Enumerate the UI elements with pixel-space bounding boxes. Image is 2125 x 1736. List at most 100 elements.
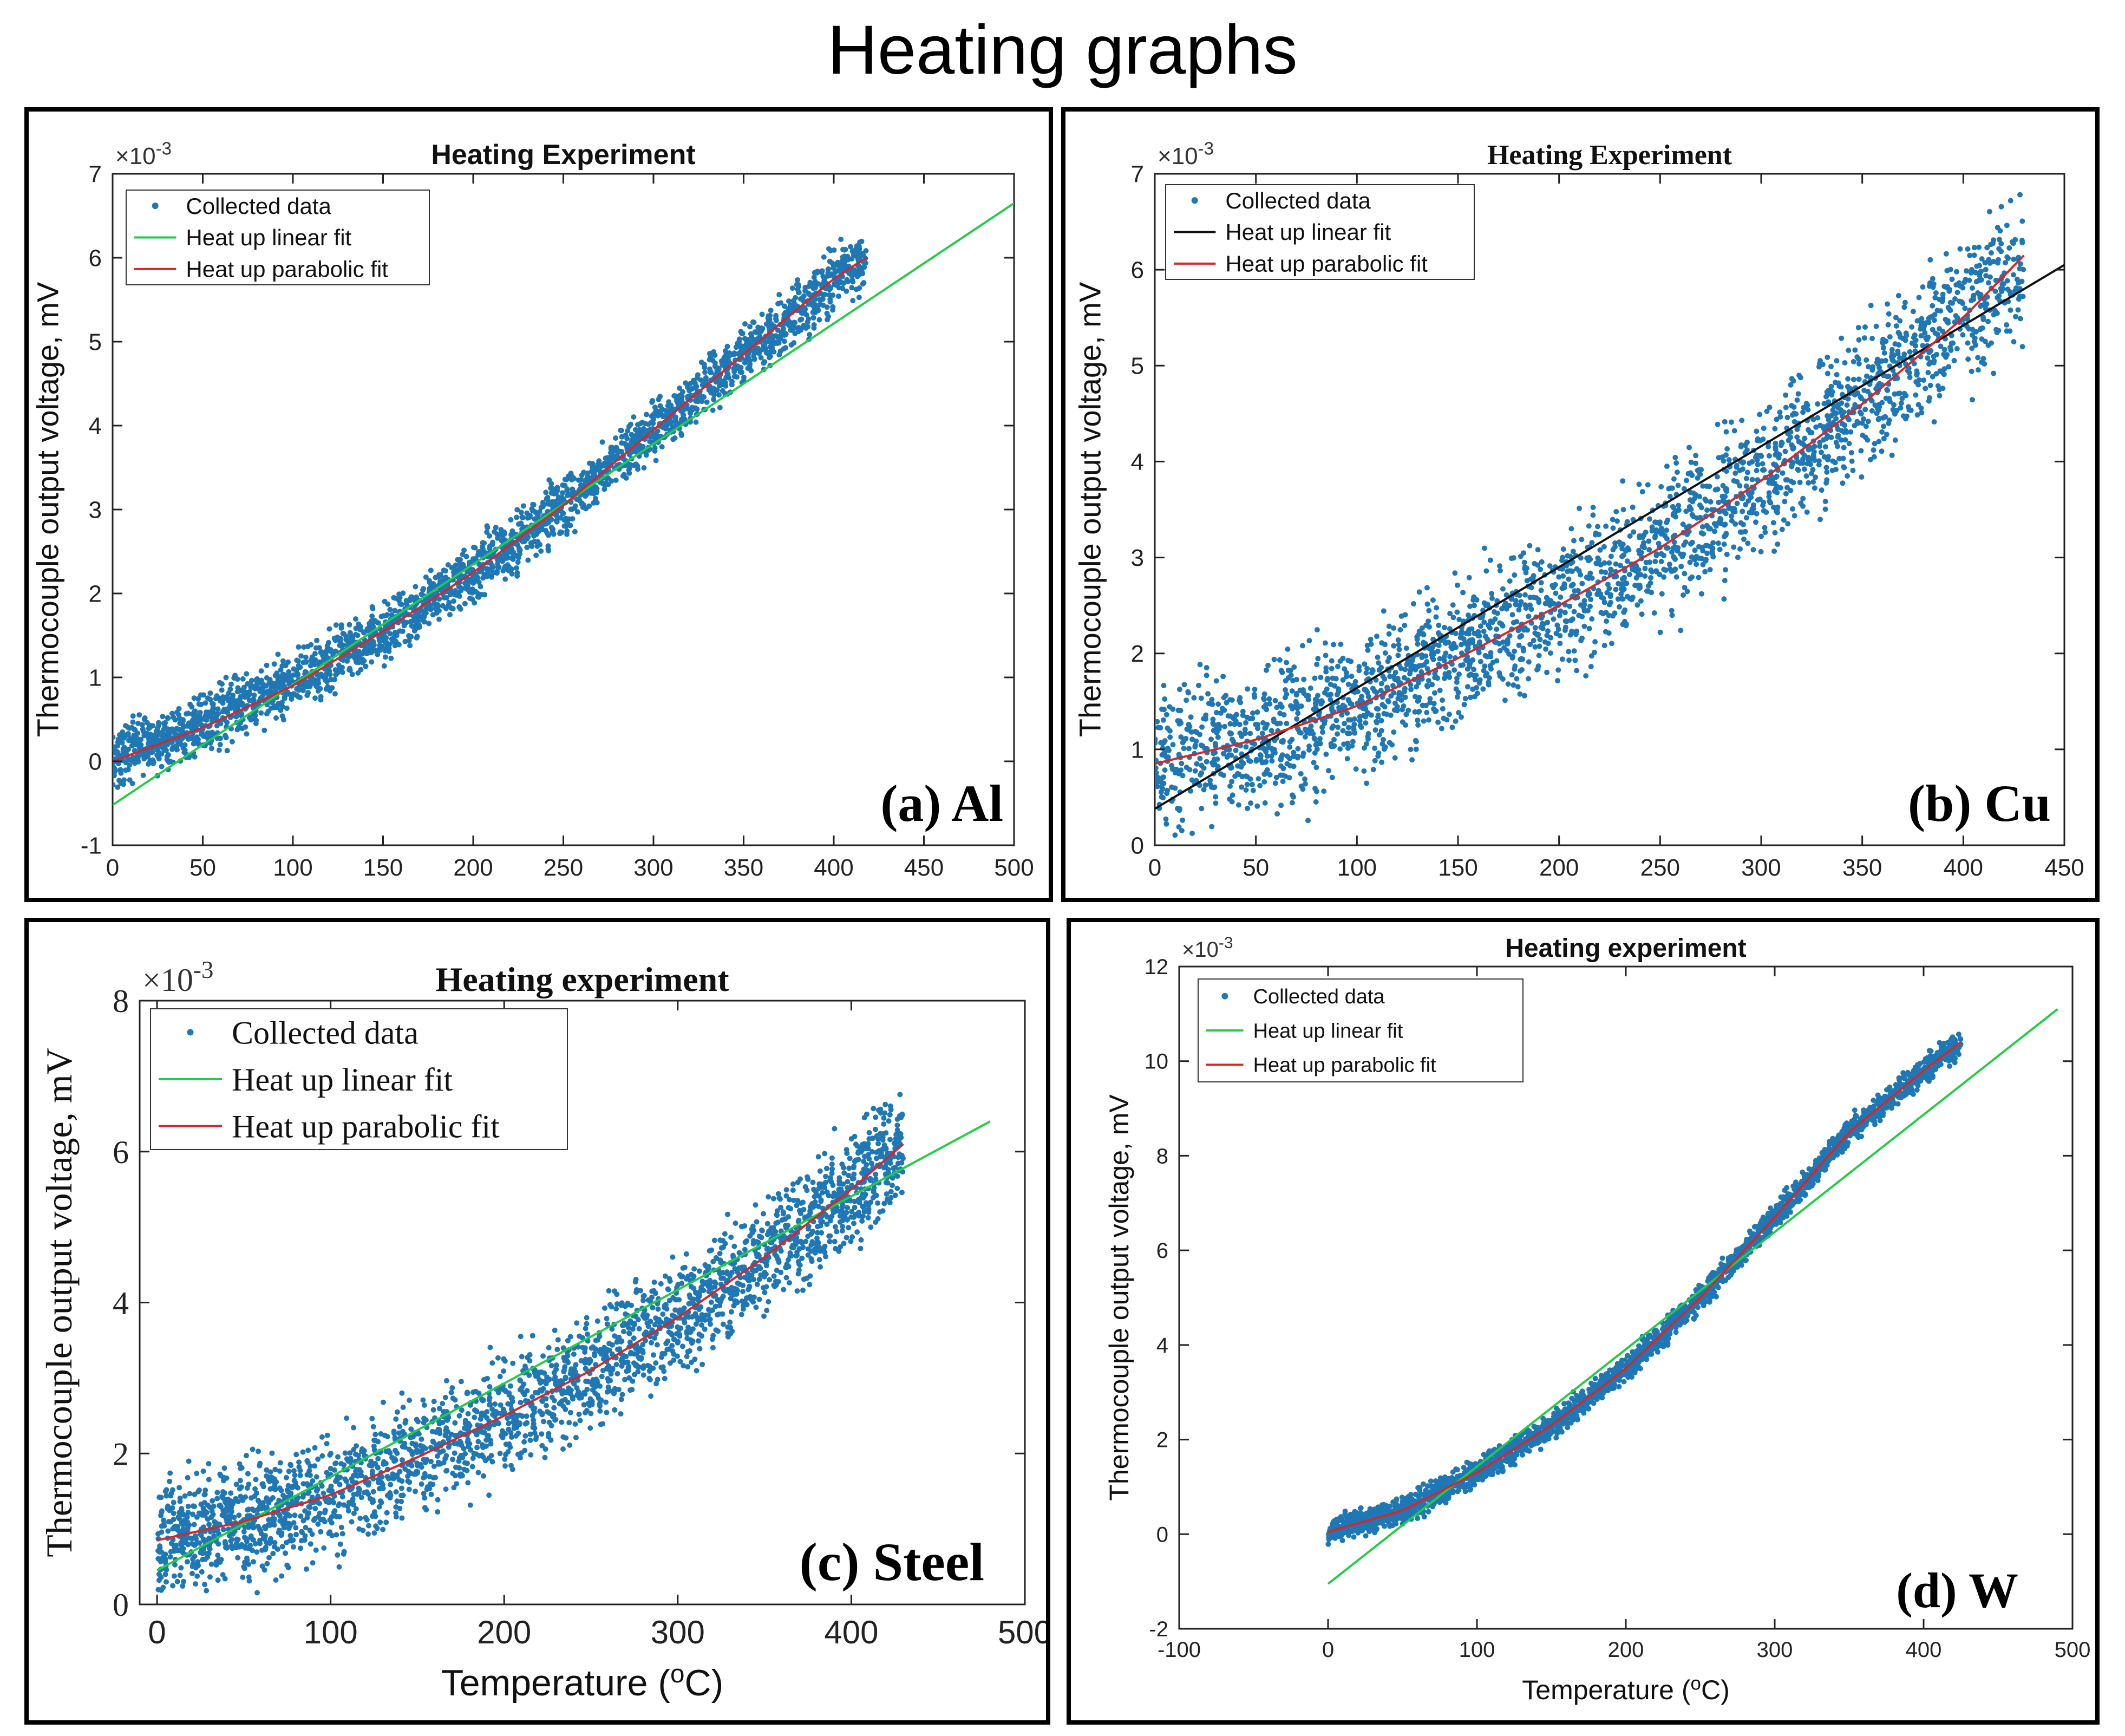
data-point (1957, 280, 1962, 286)
y-tick-label: -1 (81, 832, 102, 859)
data-point (217, 747, 222, 753)
data-point (1293, 699, 1299, 704)
data-point (1659, 526, 1664, 531)
data-point (1650, 528, 1655, 534)
data-point (1738, 530, 1743, 535)
data-point (2013, 285, 2019, 291)
data-point (515, 559, 521, 565)
data-point (111, 766, 116, 772)
data-point (498, 527, 504, 532)
data-point (1812, 443, 1817, 449)
data-point (1228, 753, 1234, 758)
data-point (1566, 577, 1571, 582)
data-point (579, 473, 585, 478)
data-point (1261, 697, 1267, 702)
data-point (1222, 724, 1227, 729)
data-point (1758, 549, 1764, 554)
data-point (1454, 610, 1460, 615)
data-point (1189, 736, 1195, 742)
data-point (1572, 648, 1577, 654)
data-point (1882, 350, 1887, 356)
data-point (273, 715, 279, 721)
data-point (1512, 572, 1517, 578)
data-point (840, 247, 846, 252)
data-point (624, 436, 630, 441)
data-point (314, 638, 319, 643)
data-point (236, 698, 241, 703)
data-point (1741, 537, 1747, 542)
data-point (1581, 624, 1587, 629)
data-point (1329, 666, 1335, 671)
data-point (1278, 773, 1283, 778)
data-point (406, 633, 411, 638)
data-point (279, 663, 285, 669)
data-point (825, 273, 830, 279)
data-point (1568, 618, 1574, 623)
data-point (426, 621, 431, 626)
data-point (1630, 505, 1636, 510)
data-point (118, 771, 123, 776)
data-point (1328, 692, 1333, 697)
data-point (1229, 779, 1234, 784)
data-point (1577, 506, 1582, 511)
data-point (220, 709, 226, 714)
data-point (1952, 358, 1957, 363)
data-point (189, 704, 194, 710)
data-point (702, 362, 707, 367)
data-point (776, 352, 782, 357)
data-point (1623, 623, 1629, 628)
data-point (240, 676, 246, 682)
data-point (1862, 324, 1868, 330)
data-point (298, 653, 304, 658)
data-point (717, 405, 723, 410)
data-point (1421, 632, 1427, 637)
data-point (802, 288, 808, 293)
data-point (781, 326, 786, 331)
data-point (1868, 303, 1874, 308)
data-point (855, 272, 861, 278)
data-point (1335, 692, 1340, 697)
data-point (1567, 604, 1572, 609)
data-point (1767, 494, 1772, 499)
data-point (618, 428, 623, 433)
data-point (2008, 308, 2013, 313)
data-point (1323, 641, 1328, 646)
data-point (1876, 439, 1881, 445)
data-point (1269, 728, 1274, 734)
data-point (1547, 563, 1553, 569)
data-point (1248, 759, 1253, 764)
data-point (472, 578, 477, 584)
data-point (1835, 443, 1840, 449)
data-point (1802, 453, 1807, 458)
data-point (1727, 457, 1732, 462)
data-point (1800, 440, 1805, 446)
data-point (455, 557, 460, 563)
data-point (350, 671, 355, 677)
data-point (1719, 454, 1725, 460)
data-point (1387, 631, 1392, 637)
data-point (1237, 772, 1242, 777)
data-point (1391, 729, 1396, 735)
data-point (593, 496, 598, 501)
data-point (1391, 643, 1396, 649)
data-point (839, 260, 845, 266)
data-point (1934, 352, 1939, 357)
data-point (295, 673, 300, 678)
data-point (332, 691, 338, 696)
data-point (1287, 775, 1292, 780)
data-point (1885, 302, 1890, 307)
data-point (1362, 745, 1367, 750)
data-point (622, 441, 627, 446)
data-point (1626, 547, 1631, 552)
data-point (1161, 717, 1166, 723)
data-point (169, 747, 175, 752)
data-point (1856, 325, 1861, 330)
data-point (771, 341, 776, 347)
data-point (1172, 832, 1178, 838)
data-point (1963, 277, 1969, 282)
data-point (1512, 663, 1518, 669)
y-tick-label: 1 (89, 664, 102, 691)
data-point (1735, 501, 1740, 506)
data-point (1298, 771, 1304, 776)
data-point (191, 719, 196, 725)
